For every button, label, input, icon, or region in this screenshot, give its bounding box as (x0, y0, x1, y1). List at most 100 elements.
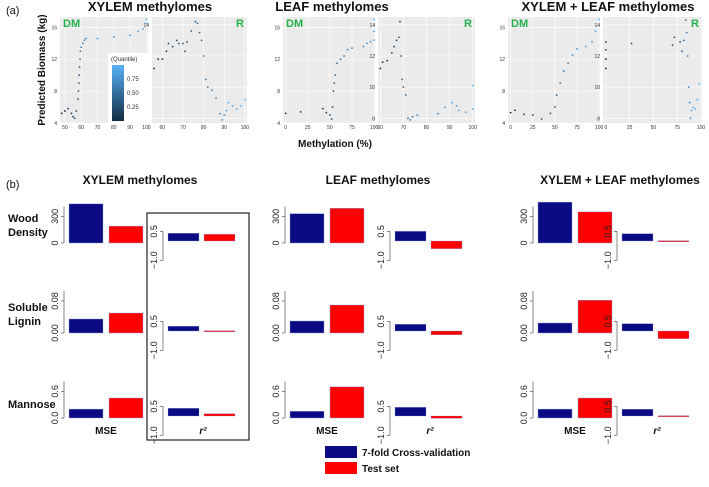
x-tick-label: 90 (222, 125, 228, 131)
y-tick-label: 0.00 (50, 324, 60, 342)
data-point (407, 117, 409, 120)
data-point (630, 42, 633, 45)
x-tick-label: 100 (595, 125, 604, 131)
data-point (219, 112, 222, 115)
bar-mse-cv (289, 213, 325, 244)
data-point (571, 54, 574, 57)
x-tick-label: 100 (370, 125, 379, 131)
y-tick-label: 12 (594, 54, 600, 60)
bar-mse-test (329, 304, 365, 334)
legend-swatch (325, 446, 357, 458)
data-point (235, 108, 238, 110)
data-point (81, 42, 84, 45)
colorbar-tick-label: 0.50 (127, 91, 139, 97)
y-tick-label: 0 (519, 240, 529, 245)
x-tick-label: 50 (327, 125, 333, 131)
mse-barplot (282, 206, 365, 244)
x-tick-label: 80 (424, 125, 430, 131)
x-tick-label: 70 (401, 125, 407, 131)
data-point (444, 106, 446, 109)
data-point (689, 117, 692, 120)
data-point (198, 31, 201, 34)
panel-b-tag: (b) (6, 179, 19, 191)
data-point (284, 112, 287, 115)
data-point (161, 58, 164, 60)
data-point (78, 74, 81, 77)
data-point (455, 104, 458, 107)
y-tick-label: 0.5 (376, 315, 386, 328)
data-point (409, 118, 412, 121)
x-tick-label: 25 (530, 125, 536, 131)
y-tick-label: −1.0 (149, 426, 159, 444)
data-point (471, 84, 474, 87)
mse-barplot (282, 381, 365, 419)
data-point (72, 115, 74, 118)
mse-barplot (61, 291, 144, 334)
data-point (688, 101, 691, 104)
y-tick-label: 12 (274, 57, 280, 63)
bar-mse-cv (289, 320, 325, 334)
r2-barplot (614, 231, 690, 261)
y-tick-label: 0.0 (271, 412, 281, 425)
data-point (379, 67, 382, 70)
bar-r2-cv (167, 326, 200, 332)
data-point (336, 62, 338, 65)
plot-background (508, 17, 600, 123)
data-point (73, 117, 76, 120)
x-label-mse: MSE (95, 426, 117, 437)
x-tick-label: 60 (378, 125, 384, 131)
bar-mse-test (108, 312, 144, 334)
legend-item (325, 462, 357, 474)
data-point (186, 41, 189, 43)
data-point (210, 89, 213, 92)
data-point (83, 39, 86, 42)
data-point (696, 98, 699, 101)
y-tick-label: 8 (597, 116, 600, 122)
bar-r2-cv (621, 233, 654, 242)
data-point (331, 106, 334, 108)
panel-label-dm: DM (63, 18, 80, 30)
y-tick-label: −1.0 (376, 251, 386, 269)
data-point (604, 67, 607, 70)
data-point (85, 37, 87, 40)
y-tick-label: 12 (499, 57, 505, 63)
y-tick-label: −1.0 (149, 251, 159, 269)
y-tick-label: 0.0 (50, 412, 60, 425)
data-point (244, 98, 246, 101)
x-tick-label: 75 (349, 125, 355, 131)
r2-barplot (160, 231, 236, 261)
bar-r2-cv (167, 233, 200, 242)
x-tick-label: 50 (552, 125, 558, 131)
y-tick-label: −1.0 (603, 251, 613, 269)
data-point (362, 45, 365, 48)
x-tick-label: 70 (95, 125, 101, 131)
data-point (373, 30, 376, 33)
x-tick-label: 25 (627, 125, 633, 131)
plot-background (283, 17, 375, 123)
data-point (330, 118, 333, 120)
x-tick-label: 0 (284, 125, 287, 131)
y-tick-label: 0.5 (376, 225, 386, 238)
y-tick-label: 8 (372, 116, 375, 122)
data-point (671, 44, 674, 46)
mse-barplot (282, 291, 365, 334)
data-point (325, 111, 328, 114)
y-tick-label: 4 (502, 121, 505, 127)
x-tick-label: 80 (111, 125, 117, 131)
y-tick-label: 0.08 (50, 292, 60, 310)
y-tick-label: 12 (51, 57, 57, 63)
mse-barplot (530, 381, 613, 419)
y-tick-label: 0.6 (50, 385, 60, 398)
data-point (177, 42, 180, 45)
data-point (591, 40, 593, 43)
data-point (96, 37, 99, 40)
y-tick-label: 14 (594, 23, 600, 29)
data-point (299, 110, 302, 113)
mse-barplot (530, 201, 613, 244)
data-point (401, 78, 404, 81)
bar-mse-cv (68, 203, 104, 244)
bar-r2-cv (394, 324, 427, 332)
bar-r2-cv (621, 323, 654, 332)
data-point (321, 107, 324, 110)
